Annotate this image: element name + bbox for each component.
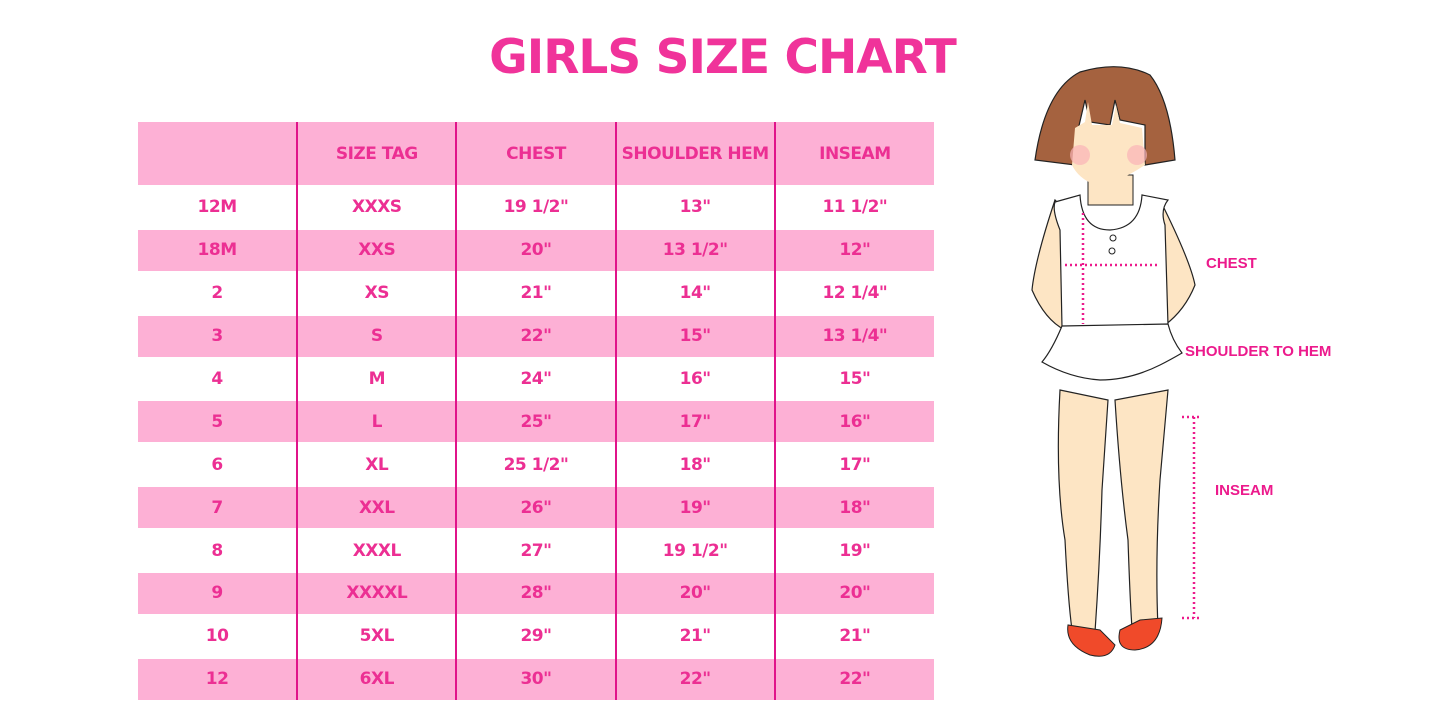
table-cell: 2 xyxy=(138,270,298,315)
button xyxy=(1108,247,1116,255)
inseam-label: INSEAM xyxy=(1215,482,1274,499)
size-chart-table: SIZE TAG CHEST SHOULDER HEM INSEAM 12M XXXS 1… xyxy=(138,122,934,700)
table-cell: 8 xyxy=(138,528,298,573)
table-cell: XXXL xyxy=(296,528,457,573)
table-cell: 27" xyxy=(455,528,616,573)
table-cell: S xyxy=(296,313,457,358)
table-cell: 12" xyxy=(773,227,934,272)
table-cell: 20" xyxy=(773,571,934,615)
table-cell: XL xyxy=(296,442,457,487)
table-cell: 22" xyxy=(455,313,616,358)
table-row: 12M XXXS 19 1/2" 13" 11 1/2" xyxy=(138,185,934,229)
table-cell: 21" xyxy=(614,613,775,658)
table-row: 7 XXL 26" 19" 18" xyxy=(138,485,934,530)
table-cell: 30" xyxy=(455,656,616,700)
table-cell: XXXS xyxy=(296,185,457,229)
table-cell: 5 xyxy=(138,399,298,444)
table-cell: 18" xyxy=(614,442,775,487)
left-arm xyxy=(1031,198,1066,331)
table-cell: 6 xyxy=(138,442,298,487)
table-row: 8 XXXL 27" 19 1/2" 19" xyxy=(138,528,934,573)
table-cell: XXL xyxy=(296,485,457,530)
column-header: SIZE TAG xyxy=(296,122,457,186)
table-row: 9 XXXXL 28" 20" 20" xyxy=(138,571,934,615)
table-cell: 17" xyxy=(614,399,775,444)
table-cell: 11 1/2" xyxy=(773,185,934,229)
table-cell: 29" xyxy=(455,613,616,658)
table-header-row: SIZE TAG CHEST SHOULDER HEM INSEAM xyxy=(138,122,934,186)
table-cell: 28" xyxy=(455,571,616,615)
column-header: CHEST xyxy=(455,122,616,186)
table-cell: 12 xyxy=(138,656,298,700)
table-row: 2 XS 21" 14" 12 1/4" xyxy=(138,270,934,315)
right-arm xyxy=(1159,199,1196,327)
table-cell: 19 1/2" xyxy=(455,185,616,229)
table-cell: 19 1/2" xyxy=(614,528,775,573)
table-cell: 18" xyxy=(773,485,934,530)
page-title: GIRLS SIZE CHART xyxy=(489,30,957,85)
table-cell: 19" xyxy=(773,528,934,573)
table-cell: XS xyxy=(296,270,457,315)
skirt xyxy=(1041,323,1183,381)
column-header: SHOULDER HEM xyxy=(614,122,775,186)
table-cell: 13 1/4" xyxy=(773,313,934,358)
girl-measurement-illustration xyxy=(1031,66,1201,657)
table-cell: 21" xyxy=(773,613,934,658)
table-row: 18M XXS 20" 13 1/2" 12" xyxy=(138,227,934,272)
table-cell: 19" xyxy=(614,485,775,530)
table-row: 12 6XL 30" 22" 22" xyxy=(138,656,934,700)
table-cell: 15" xyxy=(614,313,775,358)
table-cell: 21" xyxy=(455,270,616,315)
table-cell: 25 1/2" xyxy=(455,442,616,487)
shirt xyxy=(1053,194,1170,328)
table-cell: 10 xyxy=(138,613,298,658)
table-cell: 5XL xyxy=(296,613,457,658)
table-row: 5 L 25" 17" 16" xyxy=(138,399,934,444)
left-shoe xyxy=(1067,624,1116,657)
table-cell: XXXXL xyxy=(296,571,457,615)
table-cell: 3 xyxy=(138,313,298,358)
table-cell: 26" xyxy=(455,485,616,530)
table-cell: 14" xyxy=(614,270,775,315)
table-row: 4 M 24" 16" 15" xyxy=(138,356,934,401)
table-cell: 22" xyxy=(614,656,775,700)
table-cell: 20" xyxy=(455,227,616,272)
table-cell: 12M xyxy=(138,185,298,229)
table-cell: 16" xyxy=(773,399,934,444)
table-cell: 16" xyxy=(614,356,775,401)
table-cell: 17" xyxy=(773,442,934,487)
table-row: 10 5XL 29" 21" 21" xyxy=(138,613,934,658)
right-shoe xyxy=(1118,617,1163,651)
table-cell: 12 1/4" xyxy=(773,270,934,315)
table-cell: 15" xyxy=(773,356,934,401)
right-cheek xyxy=(1127,145,1147,165)
table-cell: 9 xyxy=(138,571,298,615)
chest-label: CHEST xyxy=(1206,255,1257,272)
column-header: INSEAM xyxy=(773,122,934,186)
table-row: 3 S 22" 15" 13 1/4" xyxy=(138,313,934,358)
hair xyxy=(1034,66,1176,166)
table-cell: 7 xyxy=(138,485,298,530)
left-leg xyxy=(1057,389,1109,633)
shoulder-to-hem-label: SHOULDER TO HEM xyxy=(1185,343,1332,360)
right-leg xyxy=(1114,389,1169,629)
table-cell: 18M xyxy=(138,227,298,272)
column-header xyxy=(138,122,298,186)
table-cell: 25" xyxy=(455,399,616,444)
face xyxy=(1072,102,1145,185)
table-cell: M xyxy=(296,356,457,401)
left-cheek xyxy=(1070,145,1090,165)
table-cell: XXS xyxy=(296,227,457,272)
table-cell: 22" xyxy=(773,656,934,700)
table-cell: 6XL xyxy=(296,656,457,700)
table-row: 6 XL 25 1/2" 18" 17" xyxy=(138,442,934,487)
table-cell: 13 1/2" xyxy=(614,227,775,272)
table-cell: 13" xyxy=(614,185,775,229)
table-cell: 20" xyxy=(614,571,775,615)
button xyxy=(1109,234,1117,242)
table-cell: 24" xyxy=(455,356,616,401)
table-cell: 4 xyxy=(138,356,298,401)
table-cell: L xyxy=(296,399,457,444)
